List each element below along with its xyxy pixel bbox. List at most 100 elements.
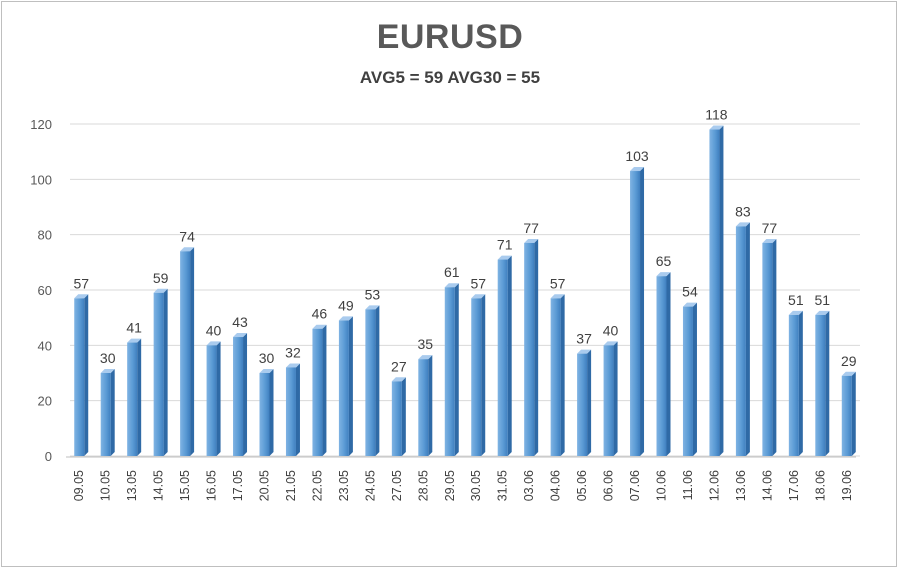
bar-front (656, 276, 667, 456)
x-tick-label: 13.05 (125, 470, 139, 501)
chart-subtitle: AVG5 = 59 AVG30 = 55 (359, 68, 541, 87)
bar-side (322, 324, 327, 456)
bar (74, 294, 89, 456)
x-tick-label: 07.06 (628, 470, 642, 501)
bar-front (444, 287, 455, 456)
bar-top (365, 305, 380, 310)
x-tick-label: 17.05 (231, 470, 245, 501)
bar-top (180, 247, 195, 252)
data-label: 46 (312, 306, 328, 322)
x-tick-label: 19.06 (840, 470, 854, 501)
bar-front (788, 314, 799, 456)
bar-front (391, 381, 402, 456)
bar-side (745, 222, 750, 456)
x-tick-label: 12.06 (707, 470, 721, 501)
bar-side (428, 355, 433, 456)
bar (709, 125, 724, 457)
data-label: 57 (550, 275, 566, 291)
data-label: 40 (603, 322, 619, 338)
bar-top (577, 349, 592, 354)
bar-top (630, 167, 645, 172)
x-tick-label: 21.05 (284, 470, 298, 501)
bar-top (338, 316, 353, 321)
y-tick-label: 80 (38, 228, 52, 243)
bar-side (137, 338, 142, 456)
bar-side (481, 294, 486, 456)
bar (682, 302, 697, 456)
bar-side (560, 294, 565, 456)
bar-top (735, 222, 750, 227)
data-label: 30 (259, 350, 275, 366)
bar-side (348, 316, 353, 456)
bar (603, 341, 618, 456)
bar-top (312, 324, 327, 329)
x-tick-label: 18.06 (813, 470, 827, 501)
bar-top (788, 310, 803, 315)
bar-front (550, 298, 561, 456)
bar-side (375, 305, 380, 456)
bar-front (577, 353, 588, 456)
bar (365, 305, 380, 456)
bar-top (285, 363, 300, 368)
bar-front (497, 259, 508, 456)
x-tick-label: 31.05 (496, 470, 510, 501)
bar (338, 316, 353, 456)
x-tick-label: 23.05 (337, 470, 351, 501)
bar-front (100, 373, 111, 456)
bar (285, 363, 300, 456)
bar (206, 341, 221, 456)
bar-top (233, 333, 248, 338)
bar-top (603, 341, 618, 346)
bar-side (692, 302, 697, 456)
bar-front (153, 292, 164, 456)
bar-top (444, 283, 459, 288)
x-tick-label: 13.06 (734, 470, 748, 501)
bar-top (682, 302, 697, 307)
data-label: 43 (232, 314, 248, 330)
chart-title: EURUSD (376, 18, 524, 56)
bar-side (243, 333, 248, 456)
data-label: 74 (179, 228, 195, 244)
data-label: 27 (391, 358, 407, 374)
x-tick-label: 05.06 (575, 470, 589, 501)
bar-front (418, 359, 429, 456)
bar-side (84, 294, 89, 456)
bar-side (454, 283, 459, 456)
x-tick-label: 27.05 (390, 470, 404, 501)
bar-front (259, 373, 270, 456)
data-label: 29 (841, 353, 857, 369)
x-tick-label: 10.05 (99, 470, 113, 501)
bar (259, 369, 274, 456)
data-label: 49 (338, 297, 354, 313)
bar (391, 377, 406, 456)
bar-front (735, 226, 746, 456)
y-tick-label: 100 (30, 172, 52, 187)
bar-top (524, 238, 539, 243)
bar (233, 333, 248, 456)
bar-top (418, 355, 433, 360)
x-tick-label: 10.06 (655, 470, 669, 501)
bar (180, 247, 195, 456)
bar (100, 369, 115, 456)
bar (577, 349, 592, 456)
bar (630, 167, 645, 457)
bar-side (295, 363, 300, 456)
bar (656, 272, 671, 456)
bar-top (206, 341, 221, 346)
data-label: 51 (788, 292, 804, 308)
x-tick-label: 17.06 (787, 470, 801, 501)
bar-top (74, 294, 89, 299)
bar-side (507, 255, 512, 456)
x-tick-label: 16.05 (205, 470, 219, 501)
data-label: 53 (365, 286, 381, 302)
bar (153, 288, 168, 456)
bar-side (772, 238, 777, 456)
bar (312, 324, 327, 456)
bar-side (401, 377, 406, 456)
bar-top (259, 369, 274, 373)
bar-side (110, 369, 115, 456)
bar-top (762, 238, 777, 243)
x-tick-label: 29.05 (443, 470, 457, 501)
bar-side (851, 371, 856, 456)
